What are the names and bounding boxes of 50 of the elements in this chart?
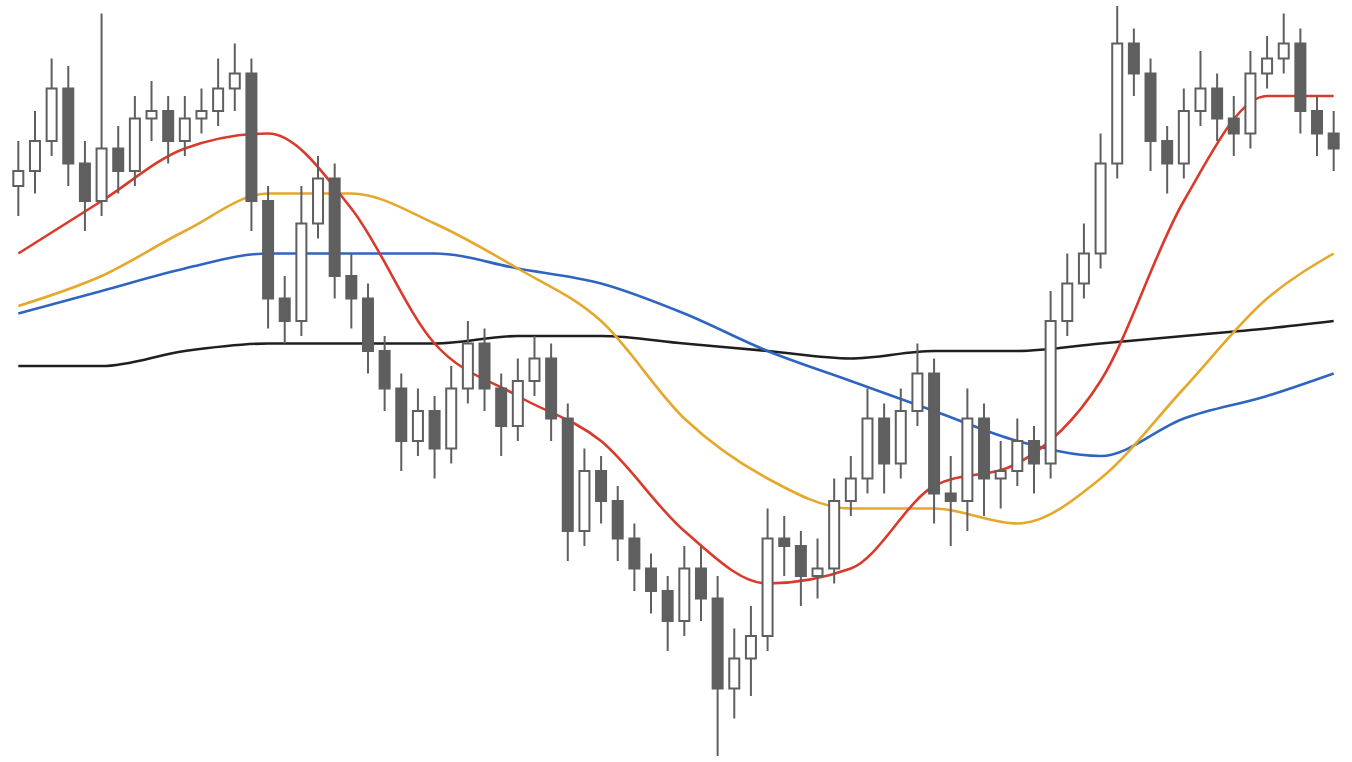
candlestick xyxy=(1077,222,1090,300)
candlestick xyxy=(278,275,291,345)
candlestick xyxy=(178,95,191,157)
candlestick xyxy=(744,605,757,697)
candlestick xyxy=(378,335,391,412)
candlestick xyxy=(628,522,641,592)
candlestick xyxy=(1277,12,1290,75)
candlestick xyxy=(1011,417,1024,487)
candlestick xyxy=(595,455,608,525)
candlestick xyxy=(1161,125,1174,195)
candlestick xyxy=(511,357,524,442)
candlestick xyxy=(411,387,424,457)
candlestick xyxy=(1261,35,1274,90)
candlestick xyxy=(78,140,91,232)
candlestick xyxy=(794,530,807,607)
candlestick xyxy=(778,515,791,577)
candlestick xyxy=(1227,95,1240,157)
candlestick xyxy=(212,57,225,127)
candlestick xyxy=(844,455,857,517)
candlestick xyxy=(461,320,474,405)
candlestick xyxy=(944,455,957,547)
candlestick xyxy=(994,440,1007,510)
candlestick xyxy=(312,155,325,240)
candlestick xyxy=(661,575,674,652)
candlestick xyxy=(478,327,491,412)
candlestick xyxy=(228,42,241,112)
candlestick xyxy=(345,252,358,330)
candlestick xyxy=(1211,72,1224,142)
candlestick xyxy=(28,110,41,195)
candlestick xyxy=(694,545,707,622)
candlestick xyxy=(112,125,125,195)
candlestick xyxy=(145,80,158,142)
candlestick xyxy=(1194,50,1207,127)
candlestick xyxy=(1311,95,1324,157)
candlestick xyxy=(811,537,824,600)
candlestick xyxy=(1061,252,1074,337)
candlestick xyxy=(428,395,441,480)
candlestick xyxy=(1027,425,1040,495)
candlestick xyxy=(195,87,208,135)
candlestick xyxy=(728,627,741,720)
candlestick xyxy=(645,552,658,615)
candlestick xyxy=(495,372,508,457)
candlestick xyxy=(911,342,924,427)
candlestick xyxy=(12,140,25,217)
candlestick xyxy=(611,485,624,562)
candlestick xyxy=(1127,27,1140,97)
candlestick xyxy=(1327,110,1340,172)
candlestick xyxy=(528,335,541,397)
candlestick xyxy=(878,402,891,495)
candlestick xyxy=(162,95,175,165)
